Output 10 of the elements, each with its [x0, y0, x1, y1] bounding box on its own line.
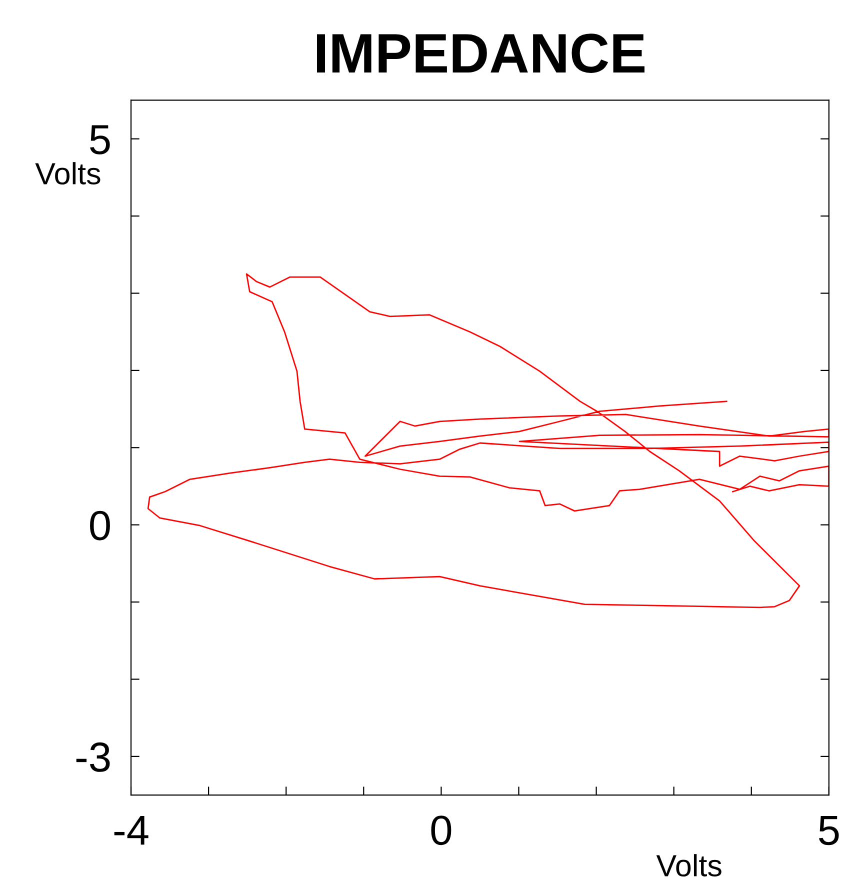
y-tick-label: -3 — [76, 742, 110, 772]
line-series — [147, 273, 829, 608]
y-axis-title: Volts — [35, 162, 100, 185]
x-tick-label: -4 — [114, 816, 148, 845]
x-tick-label: 5 — [819, 816, 839, 846]
chart-title: IMPEDANCE — [317, 34, 644, 74]
x-axis-title: Volts — [656, 854, 722, 877]
y-tick-label: 0 — [90, 510, 110, 540]
x-tick-label: 0 — [431, 816, 452, 846]
y-tick-label: 5 — [90, 125, 110, 154]
